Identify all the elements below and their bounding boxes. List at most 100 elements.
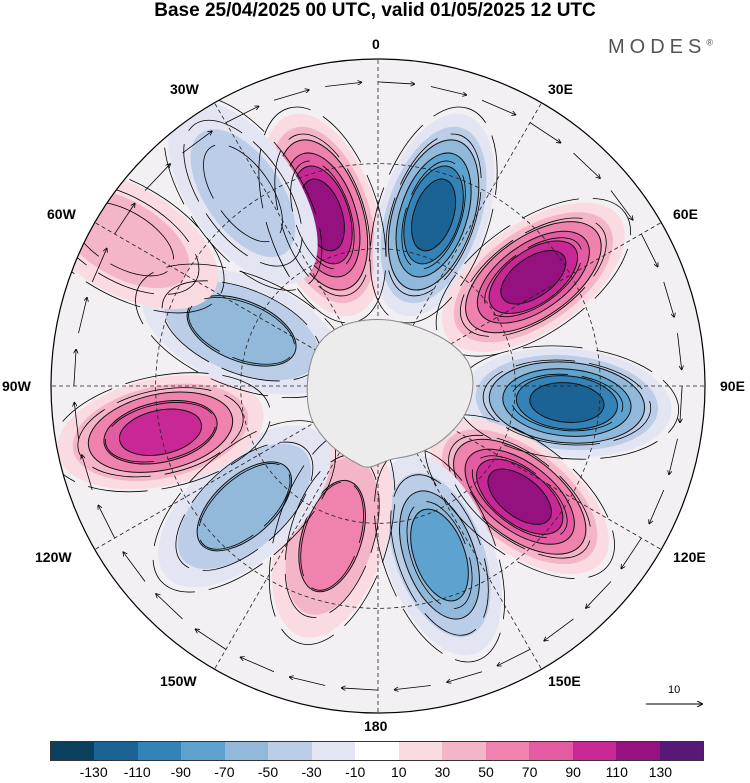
colorbar-swatch — [355, 742, 399, 760]
colorbar-swatch — [311, 742, 356, 760]
colorbar-swatch — [181, 742, 225, 760]
streamline — [152, 420, 337, 593]
colorbar-tick-label: 70 — [521, 764, 538, 780]
wind-arrow — [325, 82, 361, 87]
streamline — [183, 119, 303, 267]
anomaly-contour — [410, 508, 469, 602]
streamline — [77, 387, 244, 478]
anomaly-contour — [190, 129, 296, 258]
wind-arrow — [156, 594, 183, 620]
colorbar-swatch — [442, 742, 486, 760]
colorbar-swatch — [616, 742, 660, 760]
colorbar-tick-label: 30 — [434, 764, 451, 780]
streamline — [188, 297, 295, 365]
modes-logo: MODES® — [608, 36, 713, 59]
colorbar-tick-label: -10 — [345, 764, 366, 780]
wind-arrow — [196, 629, 227, 650]
streamline — [274, 133, 371, 297]
wind-arrow — [74, 350, 76, 387]
meridian-line — [94, 385, 379, 550]
wind-arrow — [114, 204, 135, 235]
wind-arrow — [663, 281, 674, 317]
wind-arrow — [342, 688, 379, 690]
lobe-negative-140W — [158, 425, 331, 588]
lon-label-60w: 60W — [47, 206, 76, 222]
latitude-circle — [240, 248, 516, 524]
streamline — [484, 237, 583, 318]
wind-arrow — [395, 685, 431, 689]
wind-arrow — [241, 657, 275, 673]
streamline — [385, 133, 482, 297]
colorbar-swatch — [224, 742, 269, 760]
streamline — [369, 106, 498, 324]
lon-label-150w: 150W — [160, 673, 197, 689]
lon-label-30w: 30W — [170, 81, 199, 97]
wind-arrow — [430, 86, 466, 95]
wind-arrow — [481, 99, 515, 115]
wind-arrow — [290, 677, 326, 686]
streamline — [454, 345, 680, 460]
registered-mark: ® — [706, 37, 713, 48]
lon-label-180: 180 — [364, 718, 388, 734]
streamline — [198, 463, 291, 550]
colorbar-tick-label: -30 — [301, 764, 322, 780]
lon-label-150e: 150E — [548, 673, 581, 689]
meridian-line — [377, 102, 542, 387]
wind-arrow — [78, 298, 87, 334]
colorbar-tick-label: 130 — [648, 764, 673, 780]
streamline — [401, 160, 466, 270]
map-title: Base 25/04/2025 00 UTC, valid 01/05/2025… — [154, 0, 596, 21]
colorbar-tick-label: 90 — [565, 764, 581, 780]
streamline — [471, 455, 568, 539]
colorbar-tick-label: -110 — [123, 764, 151, 780]
colorbar-tick-label: 10 — [391, 764, 407, 780]
meridian-line — [377, 385, 662, 550]
colorbar — [50, 741, 704, 761]
streamline — [435, 197, 631, 357]
lobe-negative-155E — [377, 454, 502, 656]
colorbar-swatch — [268, 742, 312, 760]
colorbar-swatch — [137, 742, 182, 760]
wind-arrow — [544, 618, 574, 641]
wind-arrow — [144, 164, 170, 191]
wind-arrow — [123, 552, 146, 582]
meridian-line — [377, 385, 542, 670]
colorbar-swatch — [529, 742, 573, 760]
streamline — [510, 373, 624, 432]
anomaly-contour — [411, 178, 457, 252]
wind-arrow — [91, 249, 107, 283]
map-disc-outline — [50, 58, 706, 714]
meridian-line — [214, 102, 379, 387]
colorbar-tick-label: 50 — [478, 764, 494, 780]
streamline — [268, 427, 396, 645]
colorbar-tick-label: -130 — [79, 764, 108, 780]
wind-arrow — [669, 438, 678, 474]
streamline — [135, 263, 348, 399]
reference-vector-label: 10 — [668, 684, 681, 696]
lon-label-30e: 30E — [548, 81, 573, 97]
colorbar-tick-label: -50 — [257, 764, 279, 780]
colorbar-swatch — [572, 742, 617, 760]
wind-arrow — [497, 649, 531, 665]
wind-arrow — [621, 537, 642, 568]
lon-label-90w: 90W — [2, 378, 31, 394]
lon-label-60e: 60E — [673, 206, 698, 222]
wind-arrow — [377, 82, 414, 84]
wind-arrow — [225, 106, 259, 123]
anomaly-contour — [529, 382, 605, 423]
streamline — [203, 144, 283, 243]
streamline — [390, 474, 489, 636]
colorbar-ticks: -130 -110 -90 -70 -50 -30 -10 10 30 50 70 90 110 130 — [50, 764, 704, 782]
meridian-line — [214, 385, 379, 670]
streamline — [300, 481, 364, 591]
streamline — [175, 441, 314, 572]
colorbar-tick-label: -90 — [170, 764, 191, 780]
lon-label-120w: 120W — [35, 549, 72, 565]
anomaly-contour — [500, 249, 567, 305]
streamline — [51, 164, 225, 314]
brand-name: MODES — [608, 36, 707, 58]
colorbar-swatch — [485, 742, 530, 760]
anomaly-contour — [196, 461, 293, 552]
wind-arrow — [610, 190, 633, 220]
